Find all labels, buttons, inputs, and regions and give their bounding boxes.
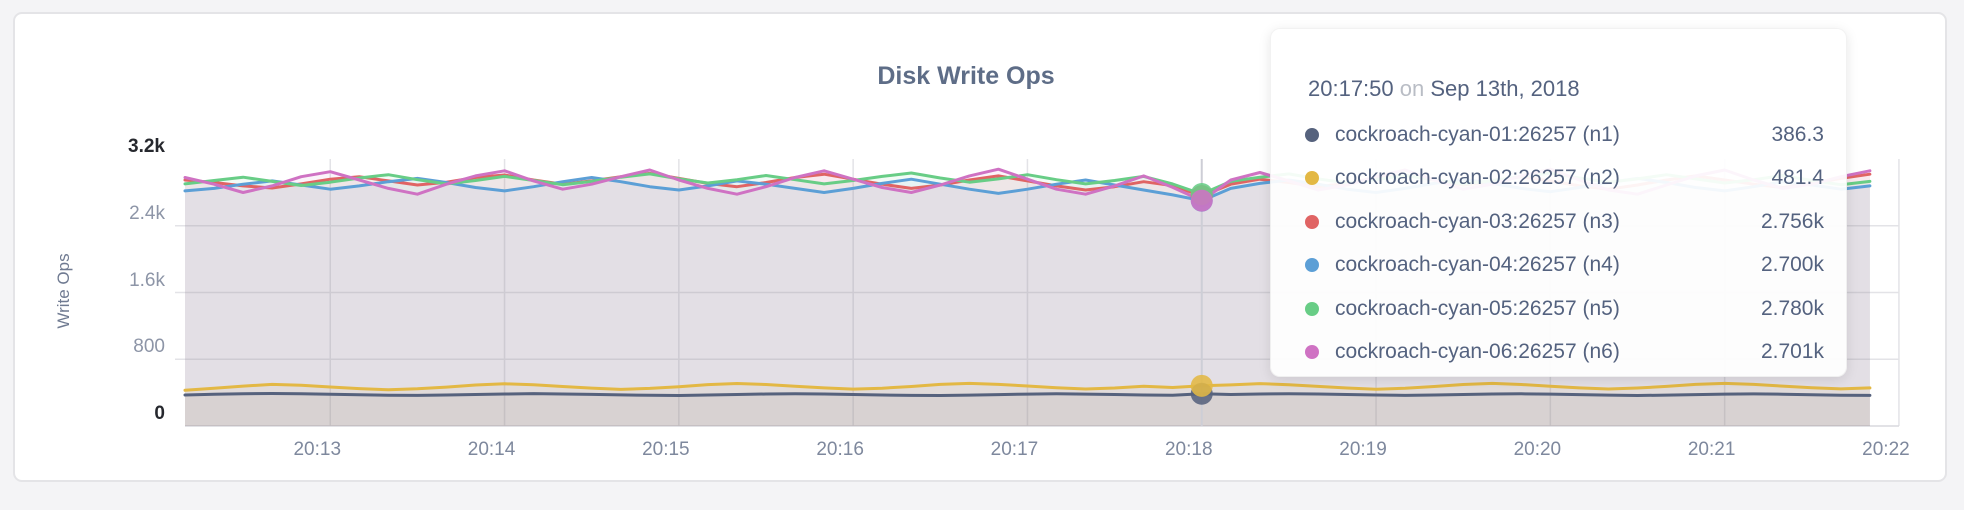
series-name: cockroach-cyan-02:26257 (n2) (1335, 166, 1620, 190)
series-color-dot-icon (1305, 214, 1319, 229)
tooltip-series-row: cockroach-cyan-05:26257 (n5) 2.780k (1305, 287, 1826, 331)
hover-marker (1190, 159, 1213, 426)
series-value: 386.3 (1771, 122, 1824, 146)
chart-title: Disk Write Ops (877, 62, 1055, 90)
series-color-dot-icon (1305, 345, 1319, 360)
series-name: cockroach-cyan-06:26257 (n6) (1335, 340, 1620, 364)
series-color-dot-icon (1305, 171, 1319, 186)
series-value: 2.701k (1760, 340, 1824, 364)
series-name: cockroach-cyan-03:26257 (n3) (1335, 209, 1620, 233)
series-name: cockroach-cyan-04:26257 (n4) (1335, 253, 1620, 277)
series-color-dot-icon (1305, 127, 1319, 142)
y-tick-label: 800 (133, 336, 165, 358)
x-tick-label: 20:14 (467, 439, 516, 460)
series-line (183, 381, 1872, 392)
hover-dot (1190, 189, 1213, 212)
y-tick-label: 0 (154, 403, 165, 424)
series-line (183, 392, 1872, 397)
tooltip-series-row: cockroach-cyan-04:26257 (n4) 2.700k (1305, 244, 1826, 288)
series-value: 2.700k (1760, 253, 1824, 277)
y-tick-label: 3.2k (128, 136, 165, 157)
tooltip-rows: cockroach-cyan-01:26257 (n1) 386.3 cockroa… (1305, 113, 1826, 374)
y-tick-label: 1.6k (129, 269, 165, 291)
x-tick-label: 20:16 (816, 439, 864, 460)
series-name: cockroach-cyan-01:26257 (n1) (1335, 122, 1620, 146)
hover-tooltip: 20:17:50 on Sep 13th, 2018 cockroach-cya… (1270, 28, 1847, 377)
x-tick-label: 20:15 (642, 439, 690, 460)
tooltip-date: Sep 13th, 2018 (1430, 76, 1580, 101)
tooltip-header: 20:17:50 on Sep 13th, 2018 (1308, 73, 1826, 105)
series-lines (183, 167, 1872, 397)
x-tick-label: 20:21 (1687, 439, 1736, 460)
series-color-dot-icon (1305, 301, 1319, 316)
tooltip-time: 20:17:50 (1308, 76, 1394, 101)
series-area (185, 393, 1870, 426)
x-tick-label: 20:19 (1339, 439, 1387, 460)
series-value: 2.756k (1760, 209, 1824, 233)
x-tick-label: 20:20 (1513, 439, 1562, 460)
series-color-dot-icon (1305, 258, 1319, 273)
x-tick-label: 20:18 (1164, 439, 1213, 460)
tooltip-series-row: cockroach-cyan-06:26257 (n6) 2.701k (1305, 331, 1826, 375)
tooltip-series-row: cockroach-cyan-02:26257 (n2) 481.4 (1305, 157, 1826, 201)
x-tick-label: 20:17 (990, 439, 1039, 460)
chart-panel: Disk Write Ops Write Ops 0 800 1.6k 2.4k 3.2… (13, 12, 1947, 482)
tooltip-series-row: cockroach-cyan-03:26257 (n3) 2.756k (1305, 200, 1826, 244)
x-tick-label: 20:22 (1862, 439, 1910, 460)
series-name: cockroach-cyan-05:26257 (n5) (1335, 296, 1620, 320)
x-tick-label: 20:13 (293, 439, 342, 460)
tooltip-series-row: cockroach-cyan-01:26257 (n1) 386.3 (1305, 113, 1826, 157)
tooltip-on-word: on (1399, 76, 1425, 101)
series-value: 481.4 (1771, 166, 1824, 190)
series-value: 2.780k (1760, 296, 1824, 320)
y-tick-label: 2.4k (129, 202, 165, 224)
hover-dot (1190, 374, 1213, 397)
page: { "panel": { "title": "Disk Write Ops" }… (13, 12, 1947, 482)
